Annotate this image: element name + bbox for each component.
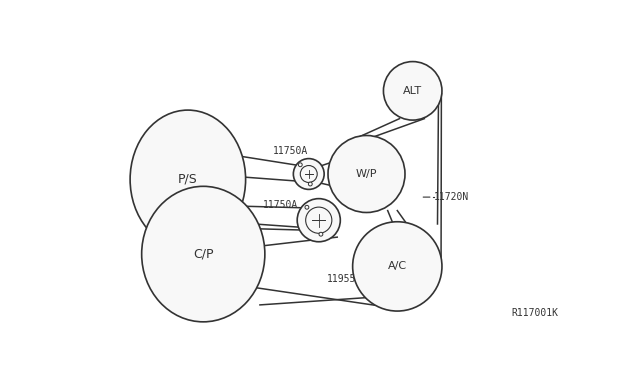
- Ellipse shape: [293, 158, 324, 189]
- Text: 11750A: 11750A: [263, 200, 299, 210]
- Ellipse shape: [319, 232, 323, 236]
- Ellipse shape: [305, 205, 309, 209]
- Text: 11750A: 11750A: [273, 146, 308, 156]
- Text: 11720N: 11720N: [435, 192, 470, 202]
- Text: C/P: C/P: [193, 248, 214, 260]
- Ellipse shape: [383, 62, 442, 120]
- Text: P/S: P/S: [178, 173, 198, 186]
- Ellipse shape: [328, 135, 405, 212]
- Text: W/P: W/P: [356, 169, 377, 179]
- Ellipse shape: [141, 186, 265, 322]
- Ellipse shape: [353, 222, 442, 311]
- Text: ALT: ALT: [403, 86, 422, 96]
- Text: 11955: 11955: [326, 275, 356, 285]
- Ellipse shape: [130, 110, 246, 249]
- Ellipse shape: [298, 163, 302, 167]
- Text: A/C: A/C: [388, 262, 407, 272]
- Ellipse shape: [297, 199, 340, 242]
- Text: R117001K: R117001K: [511, 308, 558, 318]
- Ellipse shape: [308, 182, 312, 186]
